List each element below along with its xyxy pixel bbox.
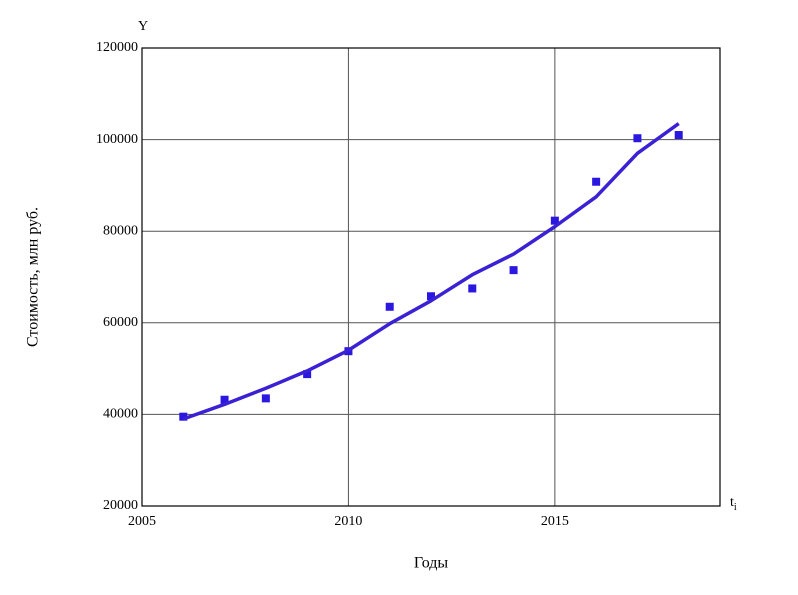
x-tick-label: 2005 xyxy=(128,514,156,529)
y-tick-label: 40000 xyxy=(103,407,138,422)
x-axis-end-label: ti xyxy=(730,495,737,513)
y-axis-top-label: Y xyxy=(138,19,148,34)
y-axis-title: Стоимость, млн руб. xyxy=(25,207,42,347)
data-point xyxy=(220,395,229,404)
data-point xyxy=(261,394,270,403)
y-tick-label: 120000 xyxy=(96,40,138,55)
data-point xyxy=(633,134,642,143)
data-point xyxy=(303,370,312,379)
data-point xyxy=(509,266,518,275)
data-point xyxy=(179,412,188,421)
y-tick-label: 80000 xyxy=(103,223,138,238)
x-axis-end-label-subscript: i xyxy=(734,502,737,513)
y-tick-label: 60000 xyxy=(103,315,138,330)
data-point xyxy=(592,177,601,186)
y-tick-label: 100000 xyxy=(96,132,138,147)
x-tick-label: 2010 xyxy=(334,514,362,529)
x-tick-label: 2015 xyxy=(541,514,569,529)
y-tick-label: 20000 xyxy=(103,498,138,513)
plot-frame xyxy=(141,47,721,507)
data-point xyxy=(550,216,559,225)
trend-line xyxy=(182,122,680,421)
data-point xyxy=(385,302,394,311)
data-point xyxy=(427,292,435,301)
x-axis-end-label-main: t xyxy=(730,495,734,510)
x-axis-title: Годы xyxy=(414,555,449,572)
data-point xyxy=(468,284,477,293)
data-point xyxy=(674,131,683,140)
